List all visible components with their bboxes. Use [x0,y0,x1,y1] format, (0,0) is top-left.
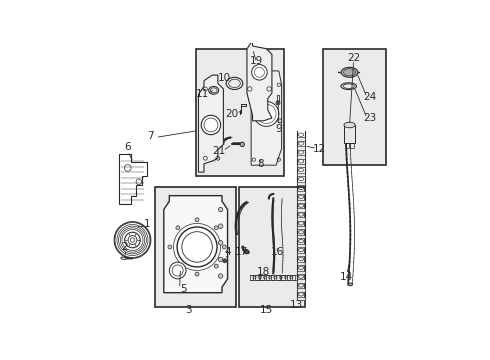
Circle shape [276,101,280,105]
Bar [255,275,259,280]
Bar [281,275,285,280]
Bar [266,275,269,280]
Text: 11: 11 [196,90,209,99]
Circle shape [219,240,223,245]
Text: 15: 15 [260,305,273,315]
Bar [297,288,305,292]
Bar [277,95,279,101]
Bar [297,164,305,167]
Circle shape [176,264,180,268]
Text: 6: 6 [124,142,131,152]
Text: 9: 9 [275,124,282,134]
Circle shape [244,249,248,254]
Circle shape [201,115,220,135]
Bar [297,244,305,247]
Circle shape [223,259,227,263]
Polygon shape [247,40,272,121]
Ellipse shape [348,283,353,286]
Text: 7: 7 [147,131,153,141]
Text: 3: 3 [185,305,192,315]
Text: 21: 21 [213,146,226,156]
Bar [323,49,386,165]
Bar [297,173,305,176]
Polygon shape [198,75,223,172]
Bar [297,253,305,256]
Bar [297,182,305,185]
Bar [344,125,355,143]
Circle shape [219,224,223,228]
Bar [297,199,305,203]
Circle shape [252,64,267,80]
Text: 24: 24 [364,92,377,102]
Bar [196,49,284,176]
Circle shape [219,274,223,278]
Bar [287,275,290,280]
Bar [276,275,280,280]
Circle shape [219,257,223,262]
Text: 14: 14 [340,273,353,283]
Circle shape [177,227,217,267]
Ellipse shape [341,67,358,77]
Circle shape [176,226,180,230]
Text: 4: 4 [224,247,231,257]
Text: 19: 19 [250,56,263,66]
Text: 12: 12 [313,144,326,153]
Circle shape [240,142,245,147]
Ellipse shape [344,122,355,128]
Bar [345,143,349,148]
Polygon shape [164,196,227,293]
Bar [250,275,253,280]
Circle shape [214,226,218,230]
Circle shape [222,245,226,249]
Text: 20: 20 [225,109,238,119]
Circle shape [214,264,218,268]
Bar [297,146,305,150]
Bar [350,143,354,148]
Bar [297,191,305,194]
Text: 17: 17 [235,247,248,257]
Polygon shape [251,71,282,165]
Text: 13: 13 [290,300,303,310]
Circle shape [168,245,172,249]
Bar [297,270,305,274]
Bar [297,262,305,265]
Text: 22: 22 [347,53,360,63]
Bar [271,275,274,280]
Text: 5: 5 [180,284,187,293]
Text: 10: 10 [218,73,231,83]
Circle shape [195,272,199,276]
Ellipse shape [343,69,356,76]
Text: 1: 1 [144,219,150,229]
Text: 18: 18 [257,267,270,277]
Bar [297,297,305,301]
Circle shape [219,207,223,212]
Text: 2: 2 [122,242,128,252]
Bar [297,208,305,212]
Text: 16: 16 [271,247,284,257]
Bar [260,275,264,280]
Bar [292,275,295,280]
Bar [239,187,305,307]
Bar [155,187,236,307]
Bar [297,138,305,141]
Circle shape [195,218,199,222]
Text: 8: 8 [258,159,264,169]
Bar [297,226,305,229]
Bar [297,279,305,283]
Text: 23: 23 [364,113,377,123]
Bar [297,217,305,221]
Bar [297,155,305,158]
Circle shape [254,102,279,126]
Circle shape [170,262,186,279]
Bar [297,235,305,238]
